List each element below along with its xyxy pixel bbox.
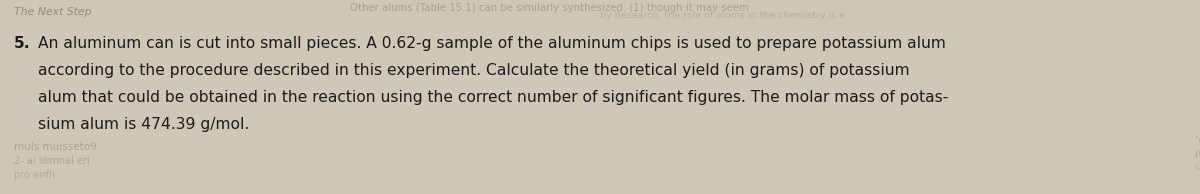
Text: 2- ai slimnal eri: 2- ai slimnal eri: [14, 156, 90, 166]
Text: alum that could be obtained in the reaction using the correct number of signific: alum that could be obtained in the react…: [38, 90, 948, 105]
Text: Other alums (Table 15.1) can be similarly synthesized. (1) though it may seem: Other alums (Table 15.1) can be similarl…: [350, 3, 749, 13]
Text: by Research, the role of alums in the chemistry is e: by Research, the role of alums in the ch…: [600, 11, 845, 20]
Text: its formula is K₂(SO₄)·Al₂(SO₄)₃·24 H₂O. Refer to Table 15.1 and write the formu: its formula is K₂(SO₄)·Al₂(SO₄)₃·24 H₂O.…: [1195, 146, 1200, 156]
Text: potassium alum: potassium alum: [1195, 160, 1200, 170]
Text: 5.: 5.: [14, 36, 31, 51]
Text: 2.  Potassium alum, synthesized in this experiment, has the formula KAl(SO₄)₂·24: 2. Potassium alum, synthesized in this e…: [1195, 132, 1200, 142]
Text: An aluminum can is cut into small pieces. A 0.62-g sample of the aluminum chips : An aluminum can is cut into small pieces…: [38, 36, 946, 51]
Text: according to the procedure described in this experiment. Calculate the theoretic: according to the procedure described in …: [38, 63, 910, 78]
Text: The Next Step: The Next Step: [14, 7, 91, 17]
Text: sium alum is 474.39 g/mol.: sium alum is 474.39 g/mol.: [38, 117, 250, 132]
Text: muls muisseto9: muls muisseto9: [14, 142, 97, 152]
Text: pro airfh: pro airfh: [14, 170, 55, 180]
